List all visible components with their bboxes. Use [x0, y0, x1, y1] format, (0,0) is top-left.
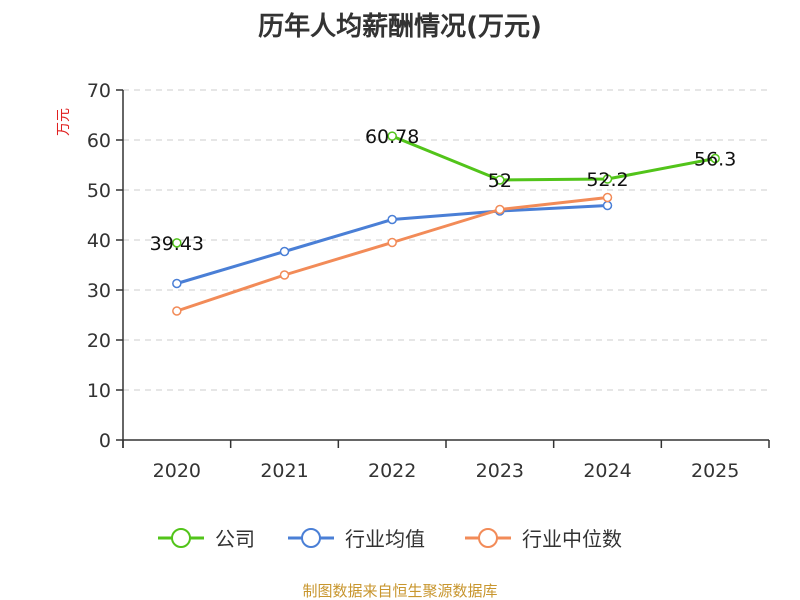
- series-0: [172, 131, 720, 248]
- data-label: 60.78: [365, 126, 419, 148]
- legend[interactable]: 公司 行业均值 行业中位数: [158, 527, 622, 551]
- y-tick-label: 10: [87, 380, 111, 402]
- data-point[interactable]: [602, 174, 613, 184]
- y-tick-label: 60: [87, 130, 111, 152]
- data-label: 56.3: [694, 149, 736, 171]
- data-labels: 39.43 60.78 52 52.2 56.3: [150, 126, 737, 255]
- legend-label: 行业均值: [345, 527, 425, 551]
- legend-label: 公司: [215, 527, 255, 551]
- data-point[interactable]: [710, 153, 720, 164]
- source-note: 制图数据来自恒生聚源数据库: [302, 582, 497, 600]
- y-tick-label: 50: [87, 180, 111, 202]
- data-label: 52: [488, 170, 512, 192]
- x-tick-label: 2023: [476, 460, 524, 482]
- series-line: [175, 196, 609, 313]
- data-point[interactable]: [279, 270, 290, 280]
- data-point[interactable]: [172, 238, 182, 248]
- grid-lines: [123, 89, 769, 391]
- legend-item-1[interactable]: 行业均值: [288, 527, 425, 551]
- series-line: [390, 134, 717, 182]
- data-point[interactable]: [387, 214, 397, 225]
- x-tick-label: 2024: [583, 460, 631, 482]
- legend-swatch-marker: [171, 528, 191, 548]
- y-tick-label: 70: [87, 80, 111, 102]
- data-point[interactable]: [387, 131, 397, 141]
- x-tick-label: 2021: [260, 460, 308, 482]
- data-label: 52.2: [586, 169, 628, 191]
- data-point[interactable]: [172, 278, 182, 289]
- x-tick-label: 2025: [691, 460, 739, 482]
- data-point[interactable]: [172, 306, 182, 316]
- legend-swatch-marker: [478, 528, 498, 548]
- data-point[interactable]: [602, 200, 613, 211]
- series-1: [172, 200, 613, 289]
- data-point[interactable]: [495, 204, 505, 215]
- data-point[interactable]: [387, 237, 397, 248]
- legend-label: 行业中位数: [522, 527, 622, 551]
- data-label: 39.43: [150, 233, 204, 255]
- y-tick-label: 20: [87, 330, 111, 352]
- axes: 0 10 20 30 40 50 60 70 2020 2021 2022 2023 2024 2025: [87, 80, 770, 482]
- y-tick-label: 40: [87, 230, 111, 252]
- y-axis-label: 万元: [56, 108, 72, 136]
- series-lines: [172, 131, 720, 316]
- data-point[interactable]: [495, 175, 505, 185]
- chart-title: 历年人均薪酬情况(万元): [258, 11, 542, 42]
- x-tick-label: 2020: [153, 460, 201, 482]
- x-tick-label: 2022: [368, 460, 416, 482]
- y-tick-label: 30: [87, 280, 111, 302]
- legend-swatch-marker: [301, 528, 321, 548]
- data-point[interactable]: [279, 246, 290, 257]
- data-point[interactable]: [602, 192, 613, 203]
- legend-item-0[interactable]: 公司: [158, 527, 255, 551]
- y-tick-label: 0: [99, 430, 111, 452]
- series-2: [172, 192, 613, 316]
- legend-item-2[interactable]: 行业中位数: [465, 527, 622, 551]
